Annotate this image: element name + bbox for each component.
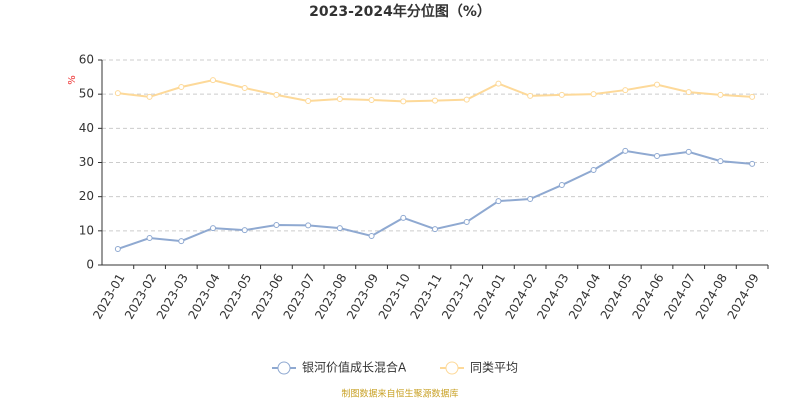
legend-marker <box>277 361 291 375</box>
y-tick-label: 30 <box>79 155 94 169</box>
point <box>114 90 121 97</box>
point <box>273 91 280 98</box>
point <box>178 238 185 245</box>
legend-label: 同类平均 <box>470 361 518 375</box>
y-tick-label: 0 <box>86 258 94 272</box>
point <box>305 98 312 104</box>
chart-title: 2023-2024年分位图（%） <box>309 3 491 20</box>
point <box>146 93 153 100</box>
point <box>685 89 692 96</box>
point <box>749 160 756 167</box>
point <box>241 227 248 234</box>
point <box>210 77 216 84</box>
point <box>368 96 375 103</box>
series-line <box>117 149 753 250</box>
point <box>558 91 565 98</box>
point <box>368 232 375 239</box>
point <box>558 182 565 189</box>
y-tick-label: 50 <box>79 87 94 101</box>
point <box>590 167 597 174</box>
point <box>527 92 534 99</box>
point <box>717 91 724 98</box>
point <box>654 81 660 88</box>
legend-label: 银河价值成长混合A <box>302 360 407 375</box>
y-tick-label: 60 <box>79 53 94 67</box>
point <box>400 214 407 221</box>
legend-marker <box>445 361 459 375</box>
point <box>654 153 660 160</box>
point <box>749 93 756 100</box>
point <box>495 198 502 205</box>
point <box>146 235 153 242</box>
point <box>432 226 438 233</box>
point <box>241 85 248 92</box>
point <box>305 222 312 229</box>
point <box>717 158 724 165</box>
point <box>114 245 121 252</box>
point <box>336 225 343 232</box>
point <box>432 97 438 104</box>
point <box>622 147 629 154</box>
point <box>527 196 534 203</box>
point <box>463 96 470 103</box>
point <box>495 80 502 87</box>
y-tick-label: 20 <box>79 189 94 203</box>
point <box>273 222 280 229</box>
point <box>685 148 692 155</box>
footer: 制图数据来自恒生聚源数据库 <box>341 388 458 400</box>
y-tick-label: 40 <box>79 121 94 135</box>
point <box>210 225 216 232</box>
point <box>622 87 629 94</box>
point <box>400 98 407 105</box>
point <box>178 83 185 90</box>
x-tick-label: 2024-09 <box>725 271 762 321</box>
point <box>590 91 597 98</box>
point <box>336 95 343 102</box>
point <box>463 218 470 225</box>
y-axis-label: % <box>67 75 78 85</box>
y-tick-label: 10 <box>79 223 94 237</box>
